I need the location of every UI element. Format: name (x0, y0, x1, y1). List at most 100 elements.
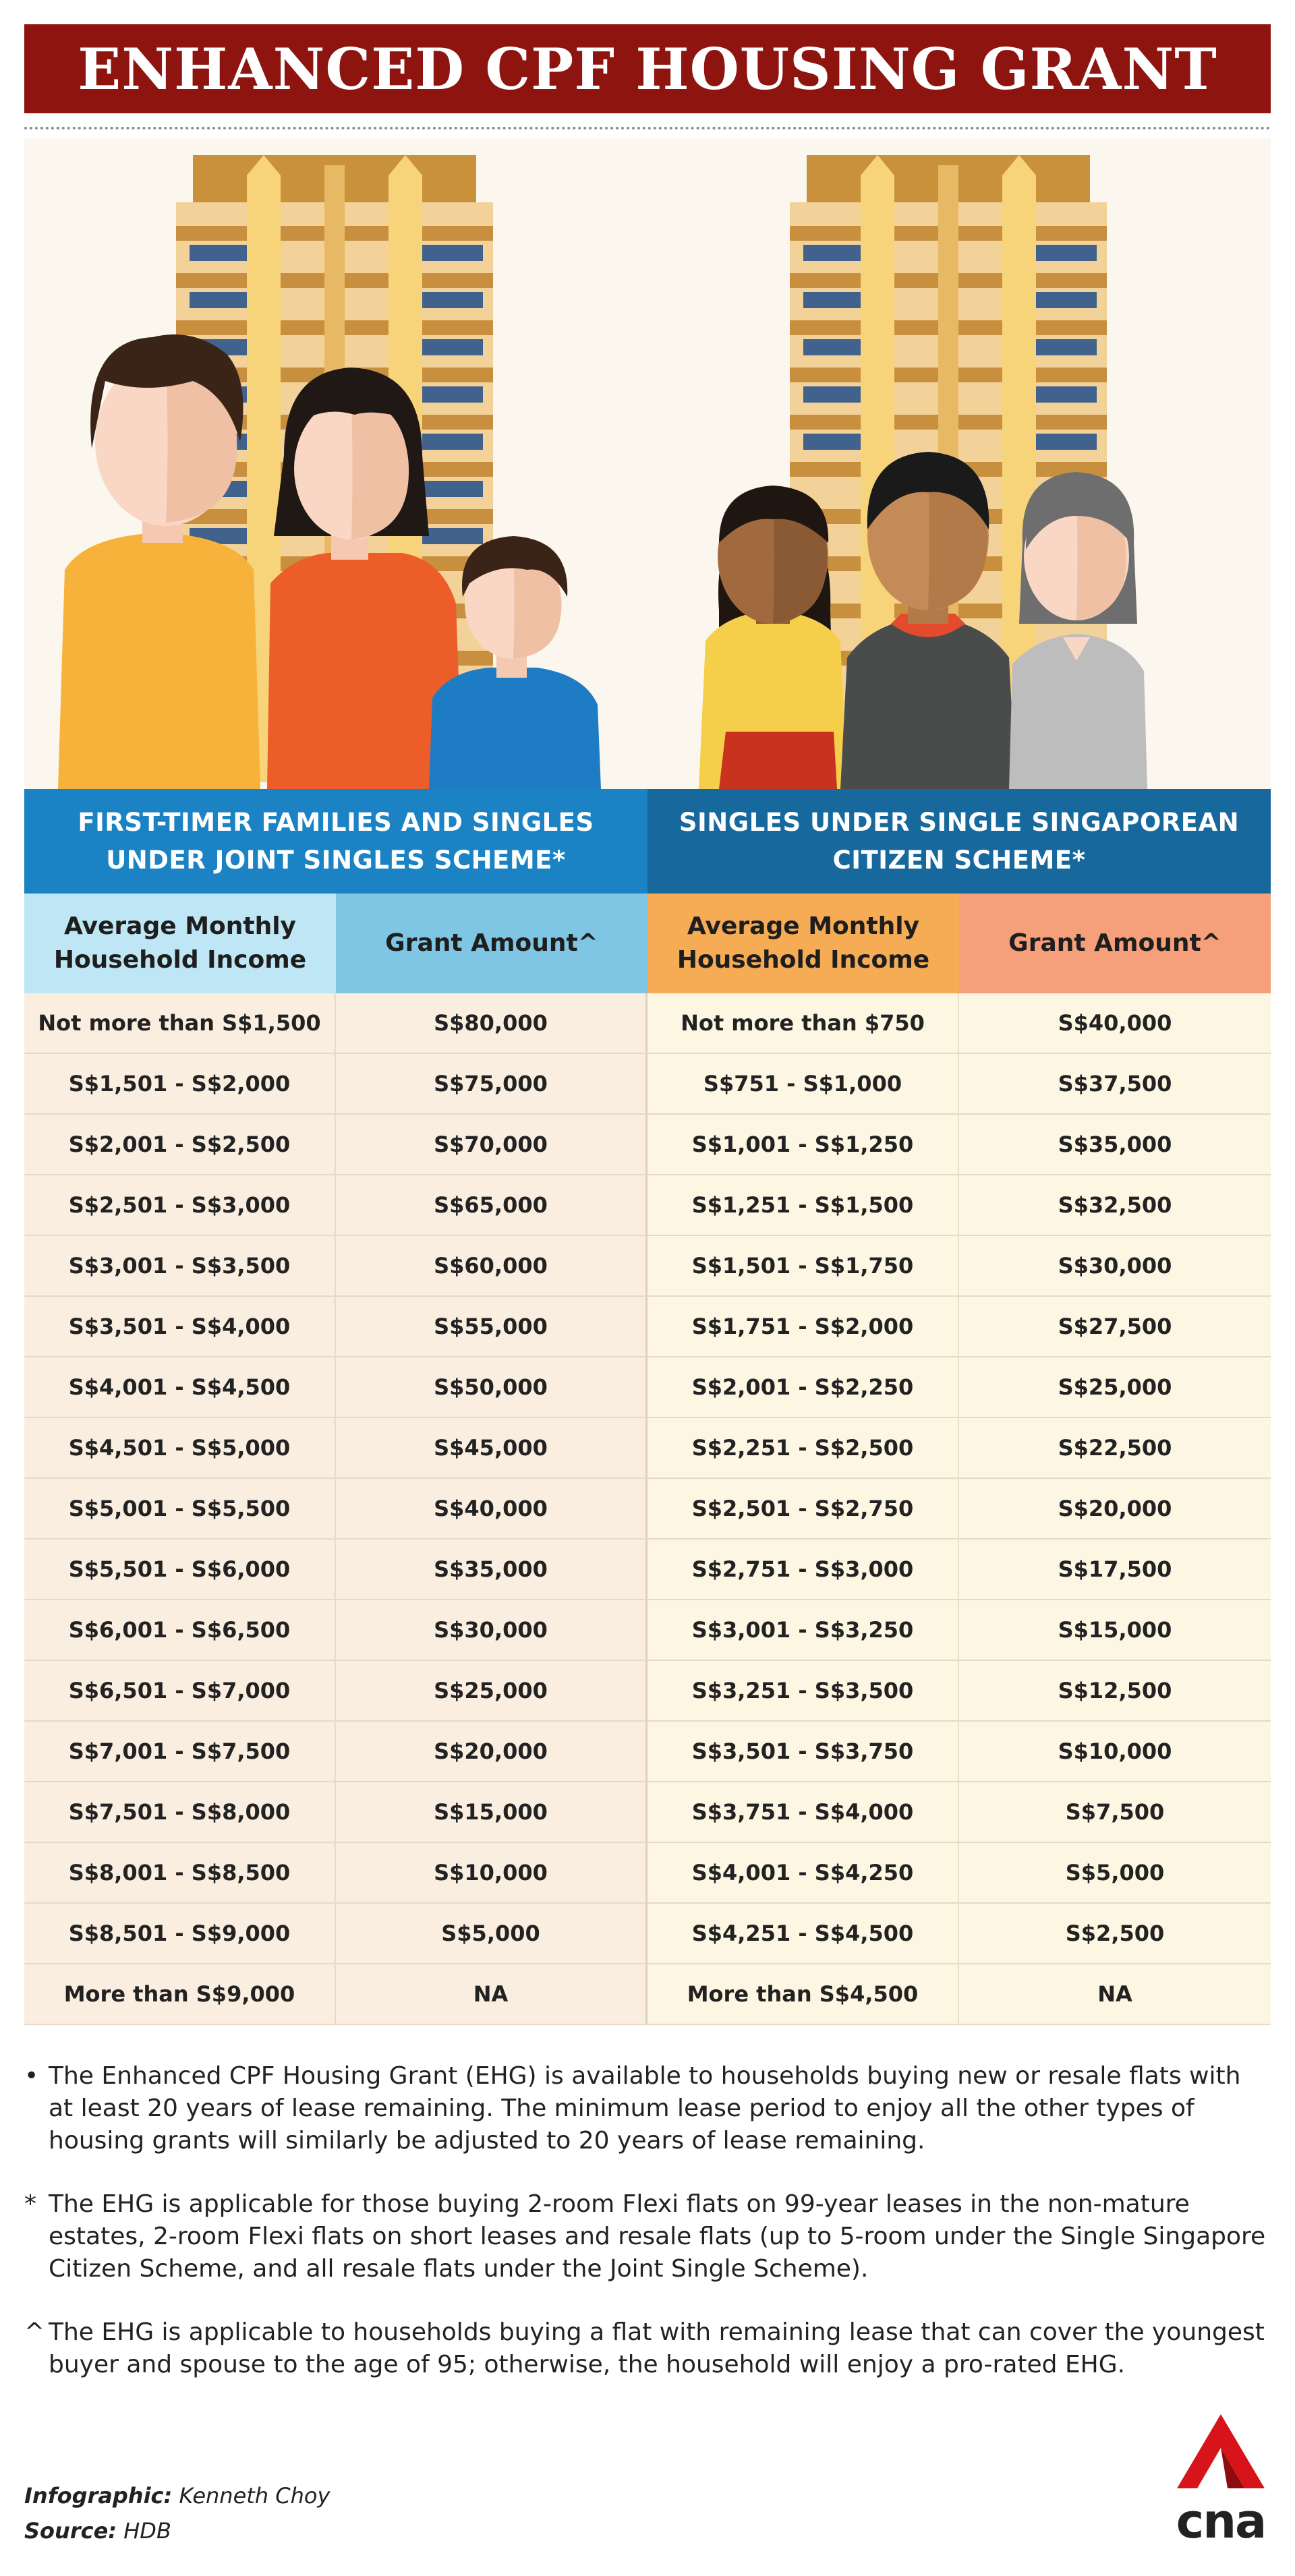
income-cell-left: S$7,001 - S$7,500 (24, 1722, 336, 1782)
table-row: S$7,001 - S$7,500 S$20,000 S$3,501 - S$3,7… (24, 1722, 1271, 1782)
grant-cell-left: S$45,000 (336, 1418, 648, 1479)
table-row: More than S$9,000 NA More than S$4,500 NA (24, 1964, 1271, 2025)
section-header-single-citizen: SINGLES UNDER SINGLE SINGAPOREAN CITIZEN… (648, 789, 1271, 894)
income-cell-left: S$5,001 - S$5,500 (24, 1479, 336, 1540)
infographic-credit: Infographic: Kenneth Choy (24, 2483, 330, 2509)
footnote-symbol: • (24, 2062, 39, 2090)
grant-cell-right: S$32,500 (959, 1175, 1271, 1236)
column-header-income-left: Average Monthly Household Income (24, 894, 336, 993)
income-cell-right: S$4,001 - S$4,250 (648, 1843, 959, 1904)
income-cell-left: S$4,001 - S$4,500 (24, 1357, 336, 1418)
grant-cell-left: S$70,000 (336, 1115, 648, 1175)
section-header-joint-singles: FIRST-TIMER FAMILIES AND SINGLES UNDER J… (24, 789, 648, 894)
grant-cell-left: S$80,000 (336, 993, 648, 1054)
footnote-symbol: * (24, 2190, 36, 2218)
footnote-text: The EHG is applicable to households buyi… (49, 2318, 1265, 2378)
income-cell-left: S$3,001 - S$3,500 (24, 1236, 336, 1297)
income-cell-right: S$2,751 - S$3,000 (648, 1540, 959, 1600)
income-cell-left: S$5,501 - S$6,000 (24, 1540, 336, 1600)
income-cell-left: S$2,501 - S$3,000 (24, 1175, 336, 1236)
income-cell-right: S$2,001 - S$2,250 (648, 1357, 959, 1418)
singles-illustration (699, 452, 1147, 789)
table-row: S$5,501 - S$6,000 S$35,000 S$2,751 - S$3,0… (24, 1540, 1271, 1600)
income-cell-left: S$3,501 - S$4,000 (24, 1297, 336, 1357)
table-row: S$8,501 - S$9,000 S$5,000 S$4,251 - S$4,50… (24, 1904, 1271, 1964)
table-row: S$5,001 - S$5,500 S$40,000 S$2,501 - S$2,7… (24, 1479, 1271, 1540)
page-title: ENHANCED CPF HOUSING GRANT (78, 35, 1217, 103)
income-cell-right: S$1,251 - S$1,500 (648, 1175, 959, 1236)
table-row: Not more than S$1,500 S$80,000 Not more th… (24, 993, 1271, 1054)
table-row: S$3,501 - S$4,000 S$55,000 S$1,751 - S$2,0… (24, 1297, 1271, 1357)
income-cell-right: S$3,751 - S$4,000 (648, 1782, 959, 1843)
income-cell-right: S$1,001 - S$1,250 (648, 1115, 959, 1175)
dotted-divider (24, 127, 1271, 129)
column-header-grant-right: Grant Amount^ (959, 894, 1271, 993)
grant-cell-left: S$35,000 (336, 1540, 648, 1600)
income-cell-right: S$2,501 - S$2,750 (648, 1479, 959, 1540)
grant-cell-right: S$10,000 (959, 1722, 1271, 1782)
grant-cell-left: S$65,000 (336, 1175, 648, 1236)
grant-cell-right: S$17,500 (959, 1540, 1271, 1600)
table-row: S$1,501 - S$2,000 S$75,000 S$751 - S$1,000… (24, 1054, 1271, 1115)
cna-logo: cna (1174, 2411, 1268, 2556)
income-cell-right: S$2,251 - S$2,500 (648, 1418, 959, 1479)
credits: Infographic: Kenneth Choy Source: HDB (24, 2478, 330, 2548)
footnote-symbol: ^ (24, 2318, 45, 2346)
income-cell-left: S$6,501 - S$7,000 (24, 1661, 336, 1722)
title-banner: ENHANCED CPF HOUSING GRANT (24, 24, 1271, 113)
cna-logo-text: cna (1176, 2494, 1267, 2549)
income-cell-left: Not more than S$1,500 (24, 993, 336, 1054)
grant-cell-right: S$40,000 (959, 993, 1271, 1054)
income-cell-right: S$4,251 - S$4,500 (648, 1904, 959, 1964)
cna-logo-mark-icon (1177, 2414, 1265, 2488)
income-cell-right: S$751 - S$1,000 (648, 1054, 959, 1115)
table-row: S$4,001 - S$4,500 S$50,000 S$2,001 - S$2,2… (24, 1357, 1271, 1418)
income-cell-right: S$1,501 - S$1,750 (648, 1236, 959, 1297)
income-cell-left: S$1,501 - S$2,000 (24, 1054, 336, 1115)
table-row: S$6,001 - S$6,500 S$30,000 S$3,001 - S$3,2… (24, 1600, 1271, 1661)
income-cell-left: S$6,001 - S$6,500 (24, 1600, 336, 1661)
table-row: S$2,501 - S$3,000 S$65,000 S$1,251 - S$1,5… (24, 1175, 1271, 1236)
grant-cell-right: S$25,000 (959, 1357, 1271, 1418)
table-row: S$2,001 - S$2,500 S$70,000 S$1,001 - S$1,2… (24, 1115, 1271, 1175)
grant-cell-left: S$5,000 (336, 1904, 648, 1964)
income-cell-right: S$3,251 - S$3,500 (648, 1661, 959, 1722)
grant-cell-right: S$12,500 (959, 1661, 1271, 1722)
grant-cell-left: S$10,000 (336, 1843, 648, 1904)
grant-cell-right: NA (959, 1964, 1271, 2025)
hero-illustration (24, 138, 1271, 789)
footnote-text: The EHG is applicable for those buying 2… (49, 2190, 1266, 2283)
income-cell-left: S$7,501 - S$8,000 (24, 1782, 336, 1843)
income-cell-left: S$4,501 - S$5,000 (24, 1418, 336, 1479)
grant-cell-right: S$7,500 (959, 1782, 1271, 1843)
grant-cell-right: S$20,000 (959, 1479, 1271, 1540)
table-row: S$6,501 - S$7,000 S$25,000 S$3,251 - S$3,5… (24, 1661, 1271, 1722)
income-cell-right: S$3,501 - S$3,750 (648, 1722, 959, 1782)
footnotes: • The Enhanced CPF Housing Grant (EHG) i… (24, 2060, 1271, 2412)
footnote-caret: ^ The EHG is applicable to households bu… (24, 2316, 1271, 2381)
income-cell-left: More than S$9,000 (24, 1964, 336, 2025)
grant-cell-left: S$50,000 (336, 1357, 648, 1418)
income-cell-right: Not more than $750 (648, 993, 959, 1054)
source-credit: Source: HDB (24, 2518, 171, 2544)
family-illustration (58, 334, 601, 789)
income-cell-right: S$3,001 - S$3,250 (648, 1600, 959, 1661)
grant-cell-left: S$40,000 (336, 1479, 648, 1540)
income-cell-left: S$2,001 - S$2,500 (24, 1115, 336, 1175)
income-cell-left: S$8,501 - S$9,000 (24, 1904, 336, 1964)
grant-cell-left: S$60,000 (336, 1236, 648, 1297)
grant-cell-left: S$15,000 (336, 1782, 648, 1843)
grant-cell-left: S$20,000 (336, 1722, 648, 1782)
table-row: S$3,001 - S$3,500 S$60,000 S$1,501 - S$1,7… (24, 1236, 1271, 1297)
grant-cell-right: S$5,000 (959, 1843, 1271, 1904)
grant-cell-right: S$22,500 (959, 1418, 1271, 1479)
table-row: S$7,501 - S$8,000 S$15,000 S$3,751 - S$4,0… (24, 1782, 1271, 1843)
footnote-bullet: • The Enhanced CPF Housing Grant (EHG) i… (24, 2060, 1271, 2157)
footnote-asterisk: * The EHG is applicable for those buying… (24, 2188, 1271, 2285)
grant-cell-right: S$15,000 (959, 1600, 1271, 1661)
grant-cell-left: S$75,000 (336, 1054, 648, 1115)
grant-cell-right: S$2,500 (959, 1904, 1271, 1964)
table-row: S$8,001 - S$8,500 S$10,000 S$4,001 - S$4,2… (24, 1843, 1271, 1904)
income-cell-right: More than S$4,500 (648, 1964, 959, 2025)
grant-cell-right: S$35,000 (959, 1115, 1271, 1175)
